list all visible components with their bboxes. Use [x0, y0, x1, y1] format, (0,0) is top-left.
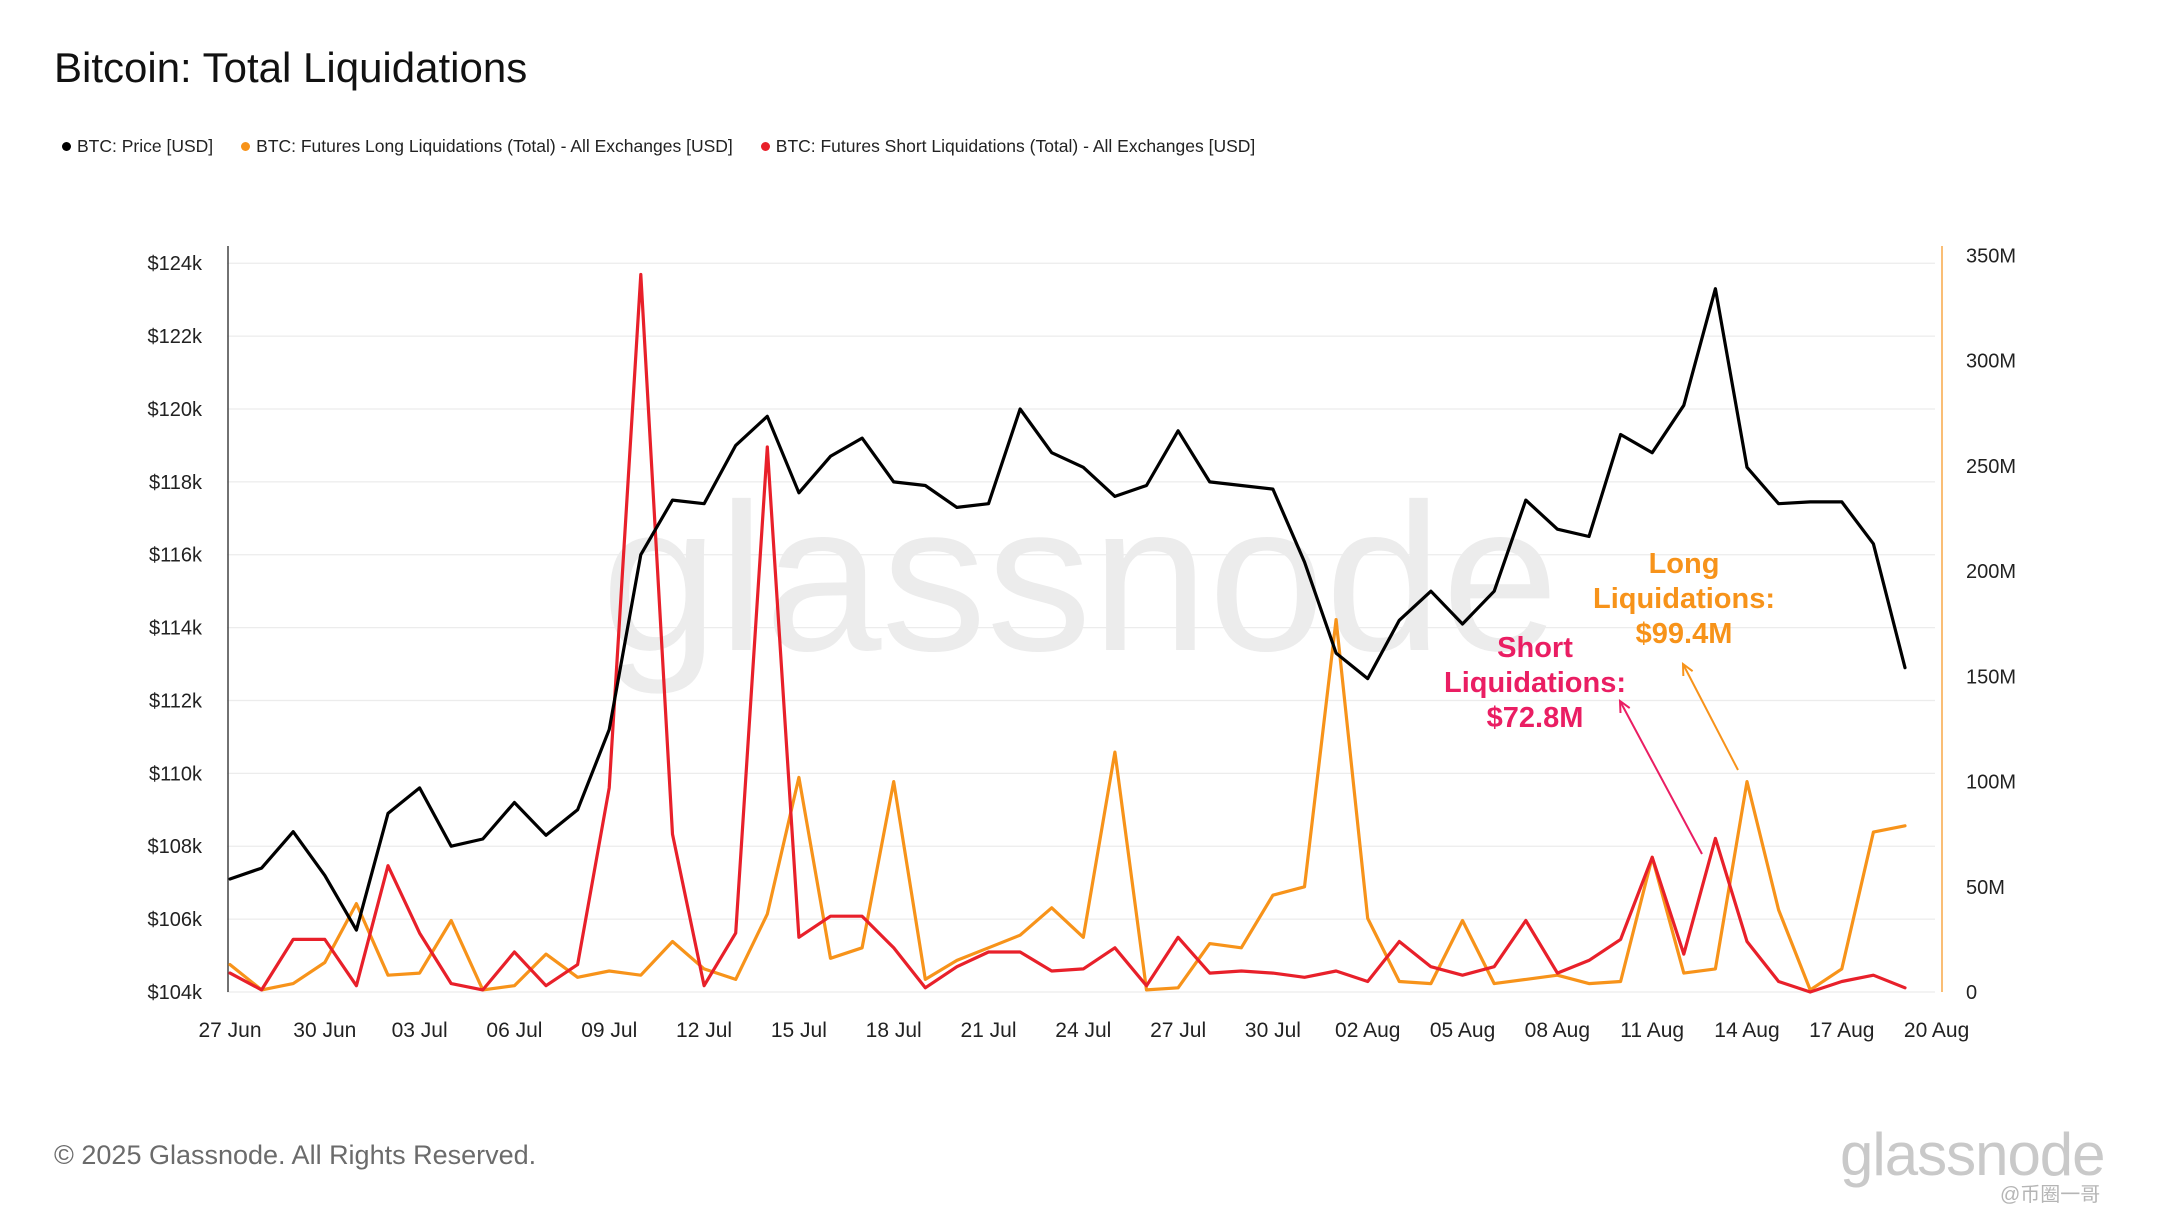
y-left-tick-label: $106k [148, 909, 203, 931]
y-right-tick-label: 100M [1966, 772, 2016, 794]
annotations-layer: ShortLiquidations:$72.8MLongLiquidations… [1444, 548, 1775, 855]
x-tick-label: 12 Jul [676, 1019, 732, 1042]
x-tick-label: 27 Jul [1150, 1019, 1206, 1042]
y-right-tick-label: 200M [1966, 561, 2016, 583]
copyright-footer: © 2025 Glassnode. All Rights Reserved. [54, 1140, 537, 1170]
x-tick-label: 03 Jul [392, 1019, 448, 1042]
y-left-tick-label: $114k [149, 618, 203, 640]
y-left-tick-label: $120k [148, 399, 203, 421]
x-tick-label: 06 Jul [486, 1019, 542, 1042]
legend-dot-price [62, 142, 71, 151]
x-tick-label: 09 Jul [581, 1019, 637, 1042]
chart-title: Bitcoin: Total Liquidations [54, 44, 528, 91]
background-watermark: glassnode [601, 460, 1558, 695]
glassnode-logo: glassnode [1840, 1121, 2106, 1188]
y-left-tick-label: $112k [149, 690, 203, 712]
y-left-tick-label: $104k [148, 982, 203, 1004]
y-right-tick-label: 300M [1966, 351, 2016, 373]
x-tick-label: 08 Aug [1525, 1019, 1590, 1042]
annotation-arrow-long-head [1681, 661, 1694, 677]
legend-dot-short [760, 142, 770, 151]
annotation-arrow-short-head [1618, 698, 1631, 714]
series-price-line [228, 287, 1907, 932]
corner-watermark: @币圈一哥 [2000, 1184, 2101, 1206]
x-tick-label: 15 Jul [771, 1019, 827, 1042]
legend-dot-long [241, 142, 251, 151]
legend-label-price: BTC: Price [USD] [77, 136, 214, 156]
legend-item-long[interactable]: BTC: Futures Long Liquidations (Total) -… [241, 136, 733, 157]
grid-lines [227, 262, 1935, 993]
y-left-tick-label: $108k [148, 836, 203, 858]
y-left-tick-label: $122k [148, 326, 203, 348]
legend-item-short[interactable]: BTC: Futures Short Liquidations (Total) … [760, 136, 1256, 157]
legend-item-price[interactable]: BTC: Price [USD] [62, 136, 213, 157]
y-right-tick-label: 350M [1966, 246, 2016, 268]
series-short-liquidations-line [228, 272, 1907, 994]
x-tick-label: 21 Jul [960, 1019, 1016, 1042]
x-tick-label: 20 Aug [1904, 1019, 1969, 1042]
axes: $104k $106k $108k $110k $112k $114k $116k $118k… [148, 246, 2017, 1042]
annotation-arrow-short [1619, 700, 1703, 855]
x-tick-label: 17 Aug [1809, 1019, 1874, 1042]
y-left-tick-label: $118k [149, 472, 203, 494]
annotation-arrow-long [1682, 663, 1739, 771]
y-left-tick-label: $116k [149, 545, 203, 567]
y-right-tick-label: 50M [1966, 877, 2005, 899]
y-right-tick-label: 250M [1966, 456, 2016, 478]
annotation-long-liquidations: Liquidations: [1593, 583, 1775, 615]
annotation-short-liquidations: Short [1497, 632, 1573, 664]
y-right-tick-label: 150M [1966, 666, 2016, 688]
legend-label-short: BTC: Futures Short Liquidations (Total) … [775, 136, 1256, 156]
x-tick-label: 14 Aug [1714, 1019, 1779, 1042]
legend-label-long: BTC: Futures Long Liquidations (Total) -… [256, 136, 733, 156]
x-tick-label: 11 Aug [1620, 1019, 1684, 1042]
y-right-tick-label: 0 [1966, 982, 1977, 1004]
x-tick-label: 30 Jul [1245, 1019, 1301, 1042]
y-left-tick-label: $124k [148, 253, 203, 275]
annotation-long-liquidations: Long [1649, 548, 1720, 580]
x-tick-label: 05 Aug [1430, 1019, 1495, 1042]
chart-legend: BTC: Price [USD] BTC: Futures Long Liqui… [62, 136, 1255, 157]
series-long-liquidations-line [228, 617, 1907, 992]
x-tick-label: 30 Jun [293, 1019, 356, 1042]
annotation-long-liquidations: $99.4M [1636, 618, 1733, 650]
x-tick-label: 18 Jul [866, 1019, 922, 1042]
annotation-short-liquidations: Liquidations: [1444, 667, 1626, 699]
annotation-short-liquidations: $72.8M [1487, 702, 1584, 734]
y-left-tick-label: $110k [149, 763, 203, 785]
x-tick-label: 27 Jun [198, 1019, 261, 1042]
x-tick-label: 02 Aug [1335, 1019, 1400, 1042]
x-tick-label: 24 Jul [1055, 1019, 1111, 1042]
series-layer [228, 272, 1907, 994]
